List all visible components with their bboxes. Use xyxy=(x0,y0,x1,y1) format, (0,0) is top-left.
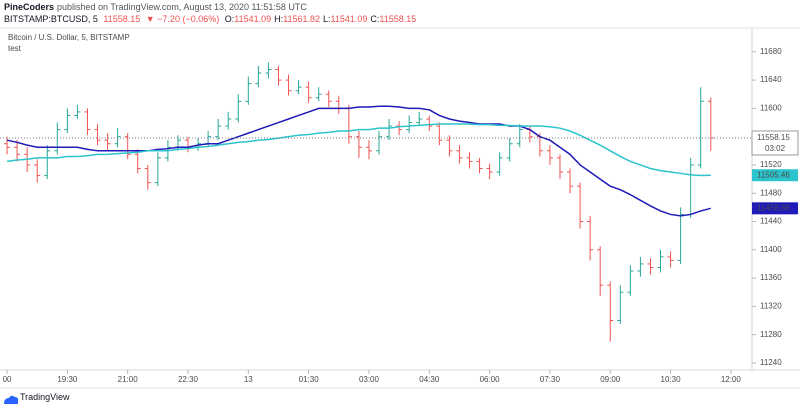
line-value-label: 11458.66 xyxy=(757,203,790,212)
x-tick-label: 10:30 xyxy=(661,375,682,384)
y-tick-label: 11440 xyxy=(760,217,782,226)
logo-shape xyxy=(4,395,19,404)
y-tick-label: 11520 xyxy=(760,160,782,169)
line-value-tag xyxy=(752,169,798,182)
line-value-tag xyxy=(752,202,798,215)
y-tick-label: 11600 xyxy=(760,103,782,112)
ohlc-value: 11561.82 xyxy=(283,14,320,24)
x-tick-label: 04:30 xyxy=(419,375,440,384)
x-tick-label: 13 xyxy=(244,375,253,384)
y-tick-label: 11640 xyxy=(760,75,782,84)
ohlc-value: 11541.09 xyxy=(330,14,368,24)
ohlc-value: 11541.09 xyxy=(234,14,272,24)
indicator-line xyxy=(6,105,711,217)
ohlc-label: O: xyxy=(224,14,235,24)
x-tick-label: 21:00 xyxy=(118,375,139,384)
y-tick-label: 11240 xyxy=(760,358,782,367)
plot-area xyxy=(0,28,752,370)
y-tick-label: 11320 xyxy=(760,301,782,310)
last-price-tag xyxy=(751,130,799,156)
x-tick-label: 03:00 xyxy=(359,375,380,384)
published: published on TradingView.com, August 13,… xyxy=(57,2,307,12)
y-tick-label: 11400 xyxy=(760,245,782,254)
y-tick-label: 11360 xyxy=(760,273,782,282)
footer: TradingView xyxy=(20,392,70,402)
last-price-label: 11558.15 xyxy=(757,133,790,142)
x-tick-label: 19:30 xyxy=(57,375,78,384)
x-tick-label: 07:30 xyxy=(540,375,561,384)
x-tick-label: 22:30 xyxy=(178,375,199,384)
header-line-2: BITSTAMP:BTCUSD, 5 11558.15 ▼ −7.20 (−0.… xyxy=(4,14,422,24)
ohlc-values: O:11541.09 H:11561.82 L:11541.09 C:11558.15 xyxy=(225,14,420,24)
last-price: 11558.15 xyxy=(103,14,141,24)
header-line-1: PineCoders published on TradingView.com, … xyxy=(4,2,310,12)
ohlc-label: C: xyxy=(370,14,380,24)
y-tick-label: 11480 xyxy=(760,188,782,197)
line-value-label: 11505.46 xyxy=(757,170,790,179)
ohlc-value: 11558.15 xyxy=(379,14,417,24)
change: ▼ −7.20 (−0.06%) xyxy=(145,14,220,24)
countdown: 03:02 xyxy=(765,144,786,153)
chart-title: Bitcoin / U.S. Dollar, 5, BITSTAMP xyxy=(8,33,130,42)
y-tick-label: 11280 xyxy=(760,330,782,339)
x-tick-label: 00 xyxy=(3,375,12,384)
y-tick-label: 11680 xyxy=(760,47,782,56)
x-tick-label: 09:00 xyxy=(600,375,621,384)
ohlc-label: L: xyxy=(323,14,331,24)
x-tick-label: 12:00 xyxy=(721,375,742,384)
indicator-line xyxy=(6,123,711,177)
ohlc-label: H: xyxy=(274,14,284,24)
x-tick-label: 06:00 xyxy=(480,375,501,384)
symbol: BITSTAMP:BTCUSD, 5 xyxy=(4,14,98,24)
logo xyxy=(4,395,19,404)
publisher: PineCoders xyxy=(4,2,55,12)
x-tick-label: 01:30 xyxy=(299,375,320,384)
indicator-name: test xyxy=(8,44,22,53)
